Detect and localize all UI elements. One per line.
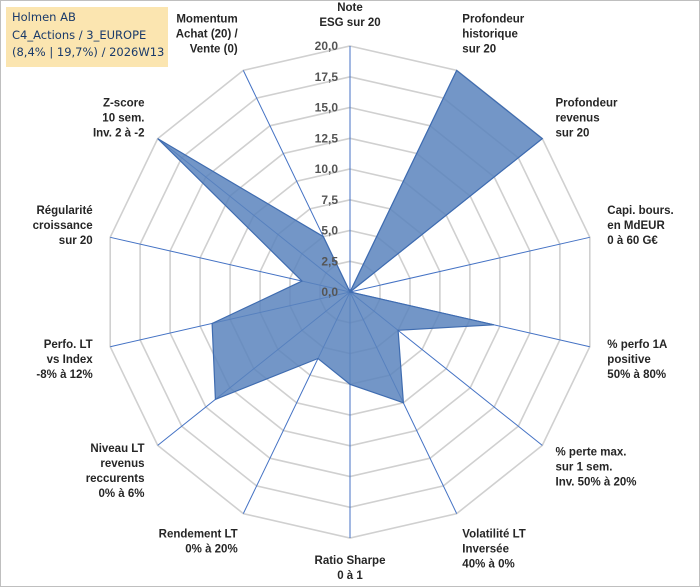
axis-label-line: revenus	[556, 112, 600, 124]
axis-label-line: 10 sem.	[102, 112, 144, 124]
info-line-category: C4_Actions / 3_EUROPE	[12, 27, 147, 42]
axis-label-line: Ratio Sharpe	[315, 555, 386, 567]
axis-label-line: 0 à 60 G€	[607, 235, 658, 247]
info-line-company: Holmen AB	[12, 10, 76, 24]
label-layer: Note ESG sur 20 Profondeur historique sur 20…	[33, 2, 674, 582]
axis-label-line: historique	[462, 29, 518, 41]
axis-label-line: Régularité	[36, 205, 92, 217]
axis-label-line: Achat (20) /	[176, 29, 239, 41]
axis-label-line: sur 20	[462, 44, 496, 56]
axis-label: Perfo. LT vs Index -8% à 12%	[36, 339, 93, 381]
tick-label: 12,5	[315, 131, 339, 145]
tick-label: 20,0	[315, 39, 339, 53]
axis-label: Profondeur historique sur 20	[462, 14, 524, 56]
axis-label-line: en MdEUR	[607, 220, 665, 232]
axis-label-line: % perte max.	[556, 447, 627, 459]
axis-label: Note ESG sur 20	[319, 2, 380, 29]
axis-label: Régularité croissance sur 20	[33, 205, 93, 247]
tick-label: 7,5	[321, 193, 338, 207]
axis-label: Rendement LT 0% à 20%	[159, 529, 238, 556]
axis-label-line: sur 1 sem.	[556, 462, 613, 474]
tick-label: 0,0	[321, 285, 338, 299]
axis-label-line: 0% à 20%	[185, 544, 237, 556]
axis-label-line: Inv. 2 à -2	[93, 127, 145, 139]
axis-label: Ratio Sharpe 0 à 1	[315, 555, 386, 582]
axis-label-line: 50% à 80%	[607, 369, 666, 381]
axis-label: % perfo 1A positive 50% à 80%	[607, 339, 667, 381]
info-box: Holmen AB C4_Actions / 3_EUROPE (8,4% | …	[6, 7, 168, 67]
axis-label-line: croissance	[33, 220, 93, 232]
axis-label-line: Volatilité LT	[462, 529, 525, 541]
axis-label-line: vs Index	[47, 354, 94, 366]
axis-label-line: % perfo 1A	[607, 339, 667, 351]
axis-label-line: Capi. bours.	[607, 205, 673, 217]
tick-label: 15,0	[315, 101, 339, 115]
axis-label-line: Inv. 50% à 20%	[556, 477, 637, 489]
axis-label: Capi. bours. en MdEUR 0 à 60 G€	[607, 205, 673, 247]
axis-label-line: reccurents	[86, 473, 145, 485]
axis-label-line: Note	[337, 2, 363, 14]
axis-label-line: Rendement LT	[159, 529, 238, 541]
series-area	[157, 69, 544, 404]
axis-label-line: Perfo. LT	[44, 339, 93, 351]
axis-label-line: Profondeur	[462, 14, 524, 26]
axis-label-line: positive	[607, 354, 650, 366]
axis-label: Z-score 10 sem. Inv. 2 à -2	[93, 97, 145, 139]
axis-label-line: Vente (0)	[190, 44, 238, 56]
axis-label: % perte max. sur 1 sem. Inv. 50% à 20%	[556, 447, 637, 489]
axis-label-line: ESG sur 20	[319, 17, 380, 29]
tick-layer: 0,0 2,5 5,0 7,5 10,0 12,5 15,0 17,5 20,0	[315, 39, 339, 299]
axis-label: Profondeur revenus sur 20	[556, 97, 618, 139]
axis-label-line: Inversée	[462, 544, 509, 556]
axis-label: Niveau LT revenus reccurents 0% à 6%	[86, 443, 145, 500]
info-line-performance: (8,4% | 19,7%) / 2026W13	[12, 45, 165, 59]
axis-label-line: sur 20	[556, 127, 590, 139]
axis-label-line: -8% à 12%	[36, 369, 92, 381]
axis-label: Volatilité LT Inversée 40% à 0%	[462, 529, 525, 571]
axis-spoke	[349, 236, 590, 293]
series-layer	[157, 69, 544, 404]
axis-label-line: 40% à 0%	[462, 559, 514, 571]
axis-label: Momentum Achat (20) / Vente (0)	[176, 14, 239, 56]
axis-label-line: Z-score	[103, 97, 145, 109]
tick-label: 10,0	[315, 162, 339, 176]
axis-label-line: 0 à 1	[337, 570, 363, 582]
axis-label-line: revenus	[100, 458, 144, 470]
axis-label-line: Niveau LT	[90, 443, 144, 455]
tick-label: 17,5	[315, 70, 339, 84]
tick-label: 2,5	[321, 254, 338, 268]
tick-label: 5,0	[321, 224, 338, 238]
axis-label-line: 0% à 6%	[98, 488, 144, 500]
axis-label-line: sur 20	[59, 235, 93, 247]
axis-label-line: Profondeur	[556, 97, 618, 109]
axis-label-line: Momentum	[176, 14, 237, 26]
